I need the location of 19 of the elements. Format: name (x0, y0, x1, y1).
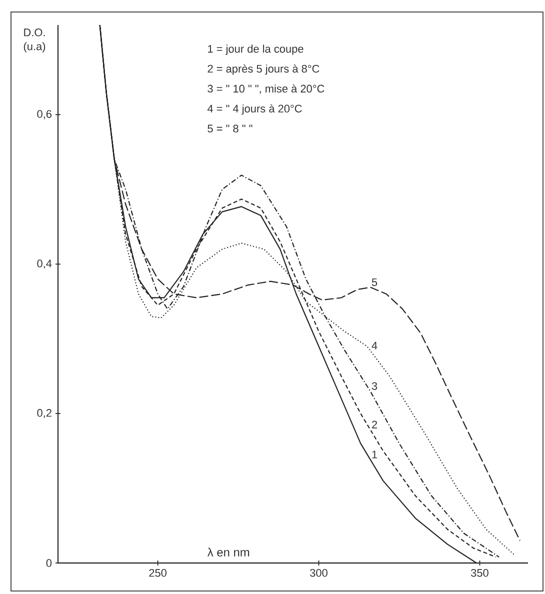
y-tick-label: 0 (46, 559, 52, 567)
annotation: 1 = jour de la coupe (208, 44, 304, 55)
annotation: 5 = " 8 " " (208, 124, 252, 132)
y-axis-title: D.O. (u.a) (24, 28, 46, 52)
annotation: 4 = " 4 jours à 20°C (207, 104, 302, 115)
y-tick-label: 0,6 (37, 110, 52, 120)
annotation: 3 = " 10 " ", mise à 20°C (208, 84, 324, 94)
series-label: 5 (372, 278, 378, 286)
annotation: 2 = après 5 jours à 8°C (208, 64, 320, 75)
x-tick-label: 250 (149, 569, 166, 577)
x-tick-label: 350 (470, 569, 488, 577)
series-label: 2 (372, 420, 378, 428)
series-label: 4 (372, 342, 378, 350)
series-label: 1 (372, 450, 378, 458)
y-tick-label: 0,4 (37, 260, 52, 269)
y-tick-label: 0,2 (37, 409, 52, 418)
series-label: 3 (372, 382, 378, 390)
x-axis-title: λ en nm (207, 548, 250, 556)
x-tick-label: 300 (310, 569, 328, 577)
